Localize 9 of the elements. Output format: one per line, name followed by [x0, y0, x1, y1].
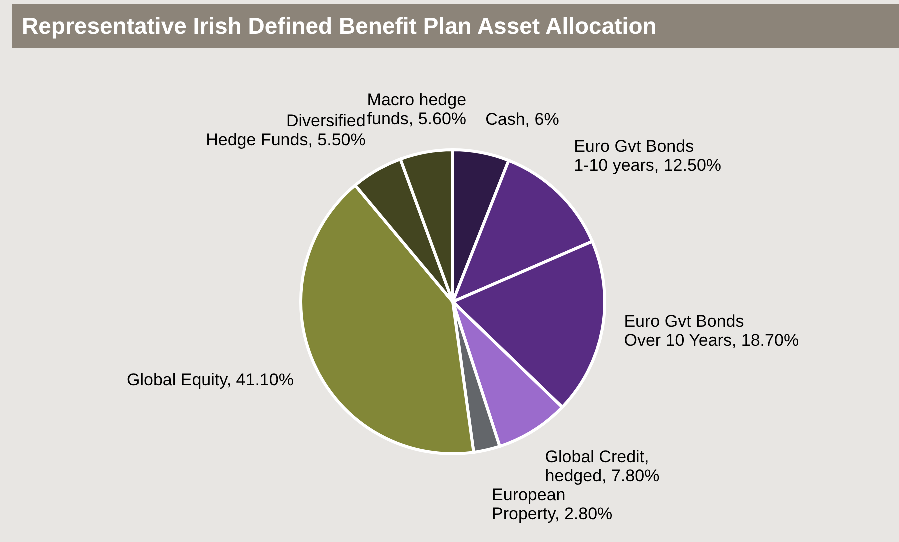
- slice-label: Macro hedge funds, 5.60%: [367, 90, 467, 129]
- slice-label: Euro Gvt Bonds 1-10 years, 12.50%: [574, 137, 722, 176]
- slice-label: Cash, 6%: [486, 110, 560, 130]
- slice-label: Global Credit, hedged, 7.80%: [545, 447, 660, 486]
- slice-label: Diversified Hedge Funds, 5.50%: [206, 111, 366, 150]
- slice-label: European Property, 2.80%: [492, 486, 613, 524]
- slice-label: Euro Gvt Bonds Over 10 Years, 18.70%: [624, 312, 800, 350]
- slice-label: Global Equity, 41.10%: [127, 370, 294, 390]
- chart-title: Representative Irish Defined Benefit Plan Asset Allocation: [12, 4, 899, 48]
